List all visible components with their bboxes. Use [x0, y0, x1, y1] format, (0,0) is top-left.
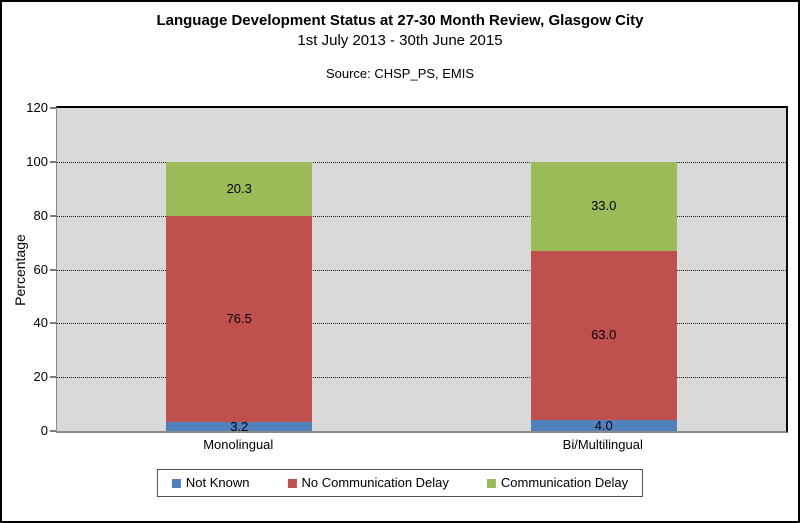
- bar-segment-communication-delay-monolingual: 20.3: [166, 161, 313, 217]
- y-axis-tick: [50, 161, 56, 163]
- value-label: 20.3: [226, 181, 252, 197]
- y-axis-tick-labels: 0 20 40 60 80 100 120: [2, 101, 48, 438]
- legend: Not Known No Communication Delay Communica…: [156, 469, 644, 497]
- value-label: 76.5: [226, 311, 252, 327]
- value-label: 3.2: [230, 418, 249, 434]
- legend-label: Communication Delay: [500, 475, 629, 490]
- y-tick-label-80: 80: [33, 208, 48, 223]
- y-tick-label-40: 40: [33, 315, 48, 330]
- y-tick-label-120: 120: [26, 100, 48, 115]
- legend-item-not-known: Not Known: [171, 475, 250, 490]
- y-axis-tick: [50, 215, 56, 217]
- x-axis-category-labels: Monolingual Bi/Multilingual: [56, 437, 785, 453]
- bar-segment-communication-delay-bi-multilingual: 33.0: [530, 161, 677, 251]
- chart-title: Language Development Status at 27-30 Mon…: [156, 12, 644, 29]
- gridline-y-20: [57, 377, 786, 379]
- y-tick-label-60: 60: [33, 262, 48, 277]
- value-label: 4.0: [594, 417, 613, 433]
- category-label-bi-multilingual: Bi/Multilingual: [562, 437, 643, 452]
- legend-item-communication-delay: Communication Delay: [486, 475, 629, 490]
- y-tick-label-20: 20: [33, 369, 48, 384]
- y-axis-tick: [50, 430, 56, 432]
- value-label: 33.0: [591, 198, 617, 214]
- legend-swatch-no-communication-delay: [287, 478, 297, 488]
- bar-segment-not-known-bi-multilingual: 4.0: [530, 417, 677, 433]
- y-axis-tick: [50, 107, 56, 109]
- y-tick-label-100: 100: [26, 154, 48, 169]
- bar-segment-no-communication-delay-monolingual: 76.5: [166, 216, 313, 423]
- plot-area: 3.2 76.5 20.3 4.0 63.0 33.0: [50, 106, 788, 434]
- gridline-y-80: [57, 215, 786, 217]
- legend-label: Not Known: [185, 475, 250, 490]
- gridline-y-100: [57, 161, 786, 163]
- gridline-y-60: [57, 269, 786, 271]
- bar-segment-not-known-monolingual: 3.2: [166, 418, 313, 434]
- chart-source: Source: CHSP_PS, EMIS: [325, 66, 475, 81]
- chart-header: Language Development Status at 27-30 Mon…: [2, 11, 798, 82]
- gridline-y-40: [57, 323, 786, 325]
- y-axis-tick: [50, 322, 56, 324]
- bar-segment-no-communication-delay-bi-multilingual: 63.0: [530, 250, 677, 421]
- y-tick-label-0: 0: [40, 423, 48, 438]
- chart-subtitle: 1st July 2013 - 30th June 2015: [297, 32, 503, 49]
- y-axis-tick: [50, 376, 56, 378]
- y-axis-tick: [50, 269, 56, 271]
- category-label-monolingual: Monolingual: [203, 437, 274, 452]
- legend-label: No Communication Delay: [301, 475, 449, 490]
- legend-item-no-communication-delay: No Communication Delay: [287, 475, 449, 490]
- legend-swatch-not-known: [171, 478, 181, 488]
- legend-swatch-communication-delay: [486, 478, 496, 488]
- value-label: 63.0: [591, 327, 617, 343]
